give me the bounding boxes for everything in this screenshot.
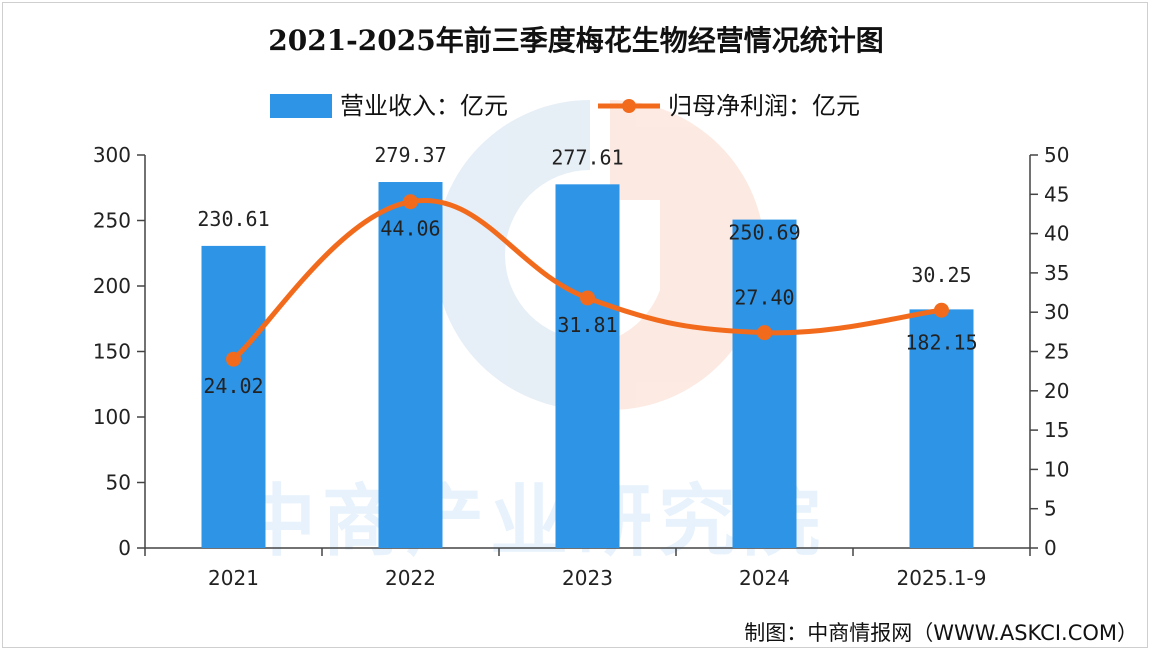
legend-label-revenue: 营业收入：亿元 — [340, 92, 508, 120]
label-revenue-2022: 279.37 — [374, 143, 446, 167]
label-profit-2023: 31.81 — [557, 313, 617, 337]
y-right-tick-label: 50 — [1044, 143, 1069, 167]
point-profit-2024 — [757, 325, 772, 341]
y-right-tick-label: 20 — [1044, 379, 1069, 403]
x-tick-label: 2021 — [208, 566, 259, 590]
label-revenue-2021: 230.61 — [197, 207, 269, 231]
bar-series — [201, 182, 974, 549]
y-right-tick-label: 30 — [1044, 300, 1069, 324]
bar-revenue-2023 — [555, 184, 620, 548]
bar-revenue-2022 — [378, 182, 443, 548]
label-revenue-2024: 250.69 — [728, 221, 800, 245]
label-profit-2024: 27.40 — [734, 286, 794, 310]
legend-swatch-revenue — [270, 94, 332, 118]
chart-title: 2021-2025年前三季度梅花生物经营情况统计图 — [268, 24, 883, 57]
y-left-tick-label: 50 — [106, 471, 131, 495]
label-profit-2025.1-9: 30.25 — [911, 263, 971, 287]
bar-revenue-2021 — [201, 245, 266, 549]
watermark-text: 中商产业研究院 — [238, 477, 826, 567]
x-tick-label: 2023 — [562, 566, 613, 590]
y-left-tick-label: 250 — [93, 209, 131, 233]
label-revenue-2025.1-9: 182.15 — [905, 330, 977, 354]
y-right-tick-label: 25 — [1044, 340, 1069, 364]
label-revenue-2023: 277.61 — [551, 145, 623, 169]
x-tick-label: 2022 — [385, 566, 436, 590]
y-left-tick-label: 150 — [93, 340, 131, 364]
legend: 营业收入：亿元 归母净利润：亿元 — [270, 92, 860, 120]
y-right-tick-label: 15 — [1044, 418, 1069, 442]
x-tick-label: 2025.1-9 — [897, 566, 987, 590]
y-right-tick-label: 0 — [1044, 536, 1057, 560]
line-series — [226, 194, 949, 367]
label-profit-2022: 44.06 — [380, 217, 440, 241]
y-left-tick-label: 100 — [93, 405, 131, 429]
legend-swatch-profit-marker — [622, 99, 636, 113]
y-right-tick-label: 35 — [1044, 261, 1069, 285]
y-right-tick-label: 5 — [1044, 497, 1057, 521]
line-profit — [231, 197, 942, 362]
point-profit-2022 — [403, 194, 418, 210]
y-left-tick-label: 300 — [93, 143, 131, 167]
x-tick-label: 2024 — [739, 566, 790, 590]
point-profit-2021 — [226, 351, 241, 367]
y-right-tick-label: 45 — [1044, 182, 1069, 206]
label-profit-2021: 24.02 — [203, 374, 263, 398]
bar-revenue-2024 — [732, 219, 797, 548]
point-profit-2023 — [580, 290, 595, 306]
data-labels: 230.61 279.37 277.61 250.69 182.15 24.02 44.06… — [197, 143, 977, 398]
y-left-tick-label: 0 — [118, 536, 131, 560]
bar-revenue-2025.1-9 — [909, 309, 974, 548]
source-credit: 制图：中商情报网（WWW.ASKCI.COM） — [744, 621, 1138, 645]
y-left-tick-label: 200 — [93, 274, 131, 298]
y-right-tick-label: 10 — [1044, 457, 1069, 481]
watermark-logo — [435, 100, 765, 410]
point-profit-2025.1-9 — [934, 302, 949, 318]
legend-label-profit: 归母净利润：亿元 — [668, 92, 860, 120]
y-right-tick-label: 40 — [1044, 222, 1069, 246]
